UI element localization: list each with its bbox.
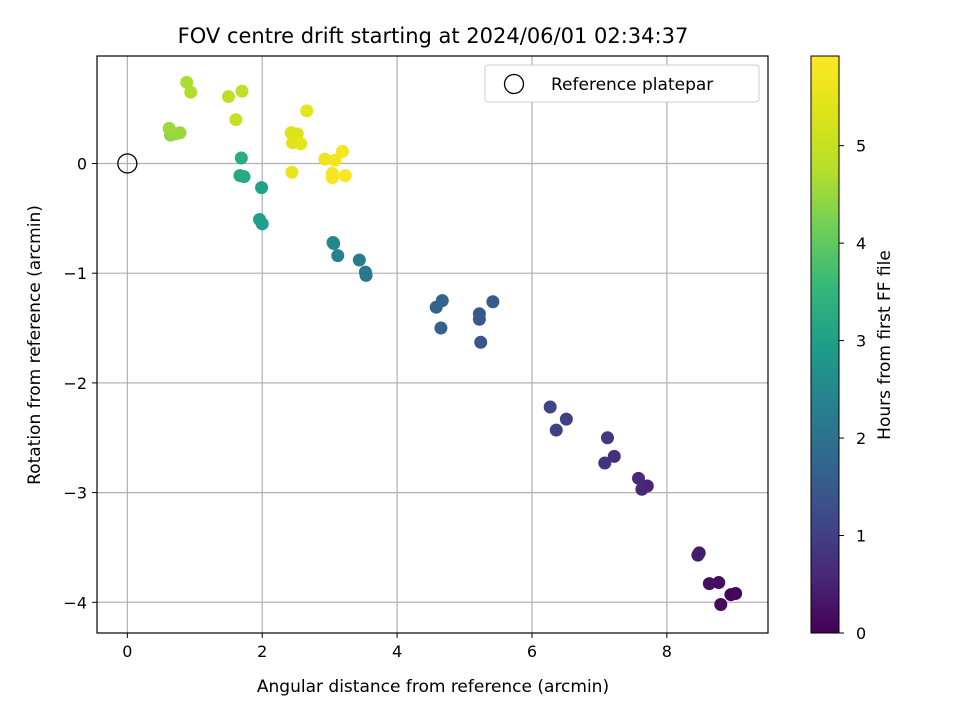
data-point [237, 170, 251, 184]
data-point [300, 104, 314, 118]
legend-box [484, 64, 760, 103]
data-point [712, 576, 726, 590]
reference-platepar-marker [117, 153, 138, 174]
x-tick-label: 0 [122, 642, 132, 661]
data-point [184, 85, 198, 99]
data-point [600, 431, 614, 445]
data-point [358, 265, 372, 279]
colorbar-tick-label: 1 [856, 527, 866, 546]
data-point [559, 412, 573, 426]
data-point [434, 321, 448, 335]
colorbar: 0 1 2 3 4 5 Hours from first FF file [810, 55, 895, 643]
data-point [173, 126, 187, 140]
plot-frame [96, 55, 769, 634]
data-point [338, 169, 352, 183]
data-point [328, 153, 342, 167]
data-point [335, 144, 349, 158]
y-tick-label: −4 [63, 593, 87, 612]
colorbar-label: Hours from first FF file [875, 250, 895, 440]
x-axis-label: Angular distance from reference (arcmin) [257, 677, 609, 697]
y-axis-ticks: 0 −1 −2 −3 −4 [63, 155, 97, 612]
data-point [486, 295, 500, 309]
data-point [318, 152, 332, 166]
data-point [702, 577, 716, 591]
data-point [607, 449, 621, 463]
data-point [714, 597, 728, 611]
data-point [598, 456, 612, 470]
data-point [635, 482, 649, 496]
colorbar-tick-label: 0 [856, 624, 866, 643]
y-tick-label: −1 [63, 264, 87, 283]
y-axis-label: Rotation from reference (arcmin) [25, 205, 45, 485]
data-point [235, 84, 249, 98]
data-point [729, 587, 743, 601]
data-point [229, 113, 243, 127]
data-point [691, 548, 705, 562]
data-point [474, 335, 488, 349]
data-point [222, 90, 236, 104]
y-tick-label: −2 [63, 374, 87, 393]
data-point [180, 75, 194, 89]
data-point [632, 471, 646, 485]
data-point [549, 423, 563, 437]
data-points [117, 75, 743, 611]
data-point [543, 400, 557, 414]
data-point [326, 235, 340, 249]
y-tick-label: 0 [77, 155, 87, 174]
colorbar-ticks: 0 1 2 3 4 5 [839, 137, 866, 643]
x-tick-label: 2 [257, 642, 267, 661]
data-point [325, 171, 339, 185]
x-tick-label: 8 [662, 642, 672, 661]
legend-label-reference: Reference platepar [551, 75, 713, 95]
colorbar-tick-label: 2 [856, 429, 866, 448]
colorbar-tick-label: 4 [856, 234, 866, 253]
data-point [255, 181, 269, 195]
data-point [234, 151, 248, 165]
grid-lines [97, 56, 768, 633]
data-point [253, 212, 267, 226]
data-point [162, 121, 176, 135]
y-tick-label: −3 [63, 484, 87, 503]
data-point [472, 307, 486, 321]
legend-marker-reference [503, 73, 525, 95]
data-point [331, 249, 345, 263]
data-point [294, 137, 308, 151]
x-tick-label: 6 [527, 642, 537, 661]
legend: Reference platepar [484, 64, 760, 103]
colorbar-tick-label: 5 [856, 137, 866, 156]
chart-title: FOV centre drift starting at 2024/06/01 … [178, 24, 689, 48]
x-axis-ticks: 0 2 4 6 8 [122, 633, 672, 661]
x-tick-label: 4 [392, 642, 402, 661]
data-point [285, 165, 299, 179]
colorbar-tick-label: 3 [856, 332, 866, 351]
data-point [352, 253, 366, 267]
colorbar-gradient [810, 55, 840, 634]
data-point [435, 294, 449, 308]
